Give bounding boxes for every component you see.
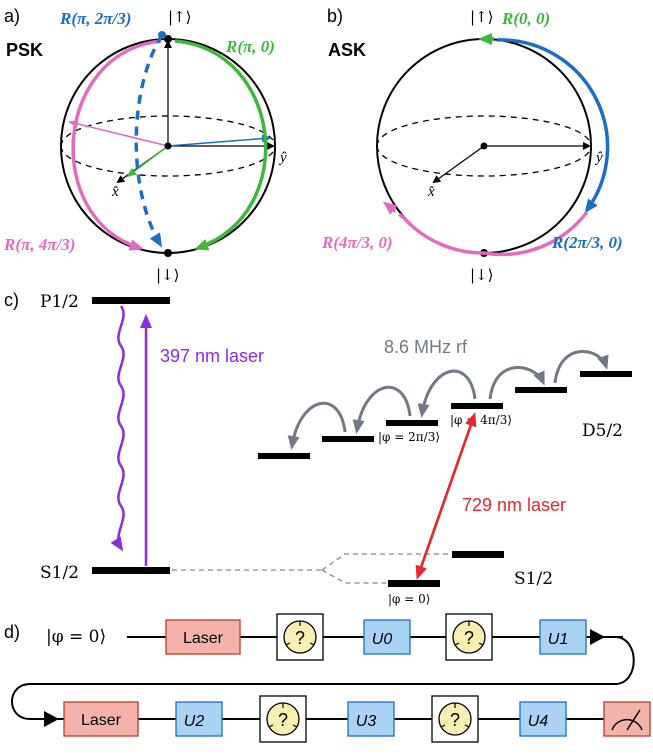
laser-box-1: Laser	[166, 620, 240, 654]
measure-box-3: ?	[260, 696, 306, 742]
ket-down-a: |↓⟩	[156, 266, 179, 284]
state-2pi3-label: |φ = 2π/3⟩	[378, 430, 440, 444]
u2-box: U2	[176, 702, 222, 736]
panel-c: c) P1/2 S1/2 397 nm laser S1/2 |φ = 0⟩ |…	[4, 290, 632, 606]
blue-rotation-arc-b	[497, 40, 608, 210]
pink-vector-a	[70, 122, 168, 146]
initial-state-label: |φ = 0⟩	[46, 627, 106, 647]
rot-right-label-a: R(π, 0)	[225, 37, 275, 56]
panel-b: b) ASK |↑⟩ |↓⟩ x̂ ŷ R(0, 0) R(2π/3, 0) R…	[321, 6, 623, 284]
rot-left-label-b: R(4π/3, 0)	[321, 233, 393, 252]
panel-c-label: c)	[4, 290, 19, 310]
s-level-bar-upper	[452, 551, 504, 558]
measure-box-1: ?	[277, 614, 323, 660]
x-axis-b	[434, 146, 484, 182]
laser-729-label: 729 nm laser	[462, 495, 566, 515]
d-sublevel-1	[258, 453, 310, 459]
ket-up-b: |↑⟩	[470, 8, 493, 26]
u0-box: U0	[364, 620, 410, 654]
pink-rotation-arc-a	[73, 41, 161, 248]
d-sublevel-3	[386, 420, 438, 426]
measure-1-symbol: ?	[295, 628, 305, 648]
laser-397-label: 397 nm laser	[160, 346, 264, 366]
measure-box-4: ?	[432, 696, 478, 742]
laser-2-label: Laser	[81, 712, 122, 729]
d-sublevel-4	[451, 403, 503, 409]
d-sublevel-5	[515, 387, 567, 393]
d-level-label: D5/2	[582, 421, 623, 441]
s-level-bar-left	[92, 567, 170, 574]
u3-box: U3	[348, 702, 394, 736]
s-level-label-left: S1/2	[40, 563, 79, 583]
u0-label: U0	[372, 631, 393, 648]
rot-left-label-a: R(π, 4π/3)	[3, 235, 75, 254]
measure-3-symbol: ?	[278, 710, 288, 730]
laser-box-2: Laser	[64, 702, 138, 736]
rot-right-label-b: R(2π/3, 0)	[551, 233, 623, 252]
s-split-lower	[322, 570, 388, 583]
s-level-bar-lower	[388, 580, 440, 587]
y-label-a: ŷ	[278, 150, 287, 166]
origin-dot-b	[481, 143, 488, 150]
meter-box	[604, 702, 650, 736]
blue-vector-a	[168, 138, 270, 146]
panel-b-label: b)	[327, 6, 343, 26]
rot-top-label-b: R(0, 0)	[501, 9, 550, 28]
u1-box: U1	[540, 620, 586, 654]
equator-back-b	[377, 116, 591, 146]
blue-start-dot-a	[158, 31, 166, 39]
panel-a-title: PSK	[6, 40, 43, 60]
rf-arrow-5	[555, 351, 606, 383]
x-label-b: x̂	[427, 184, 435, 200]
rot-top-label-a: R(π, 2π/3)	[59, 9, 131, 28]
state-4pi3-label: |φ = 4π/3⟩	[450, 413, 512, 427]
measure-4-symbol: ?	[450, 710, 460, 730]
d-sublevel-6	[580, 371, 632, 377]
state-0-label: |φ = 0⟩	[388, 592, 430, 606]
spontaneous-decay-arrow	[118, 306, 123, 548]
p-level-label: P1/2	[40, 292, 79, 312]
green-vector-a	[128, 146, 168, 176]
ket-up-a: |↑⟩	[168, 8, 191, 26]
equator-front-a	[61, 146, 275, 176]
equator-front-b	[377, 146, 591, 176]
measure-box-2: ?	[446, 614, 492, 660]
panel-a: a) PSK |↑⟩ |↓⟩ x̂ ŷ R(π, 2π/3) R(π, 0) R…	[3, 6, 287, 284]
u4-label: U4	[528, 713, 549, 730]
origin-dot-a	[165, 143, 172, 150]
panel-d-label: d)	[4, 622, 20, 642]
rf-arrow-4	[490, 367, 543, 399]
p-level-bar	[92, 297, 170, 304]
south-pole-dot-a	[164, 249, 172, 257]
x-label-a: x̂	[111, 184, 119, 200]
laser-1-label: Laser	[183, 630, 224, 647]
flow-arrow-2	[44, 711, 59, 727]
panel-a-label: a)	[4, 6, 20, 26]
panel-d: d) |φ = 0⟩ Laser ? U0 ?	[4, 614, 650, 742]
u3-label: U3	[356, 713, 377, 730]
s-level-label-right: S1/2	[514, 569, 553, 589]
u1-label: U1	[548, 631, 568, 648]
d-sublevel-2	[322, 436, 374, 442]
rf-label: 8.6 MHz rf	[384, 337, 468, 357]
u4-box: U4	[520, 702, 566, 736]
panel-b-title: ASK	[328, 40, 366, 60]
ket-down-b: |↓⟩	[470, 266, 493, 284]
y-label-b: ŷ	[594, 150, 603, 166]
measure-2-symbol: ?	[464, 628, 474, 648]
s-split-upper	[322, 554, 452, 570]
u2-label: U2	[184, 713, 205, 730]
flow-arrow-1	[590, 629, 605, 645]
